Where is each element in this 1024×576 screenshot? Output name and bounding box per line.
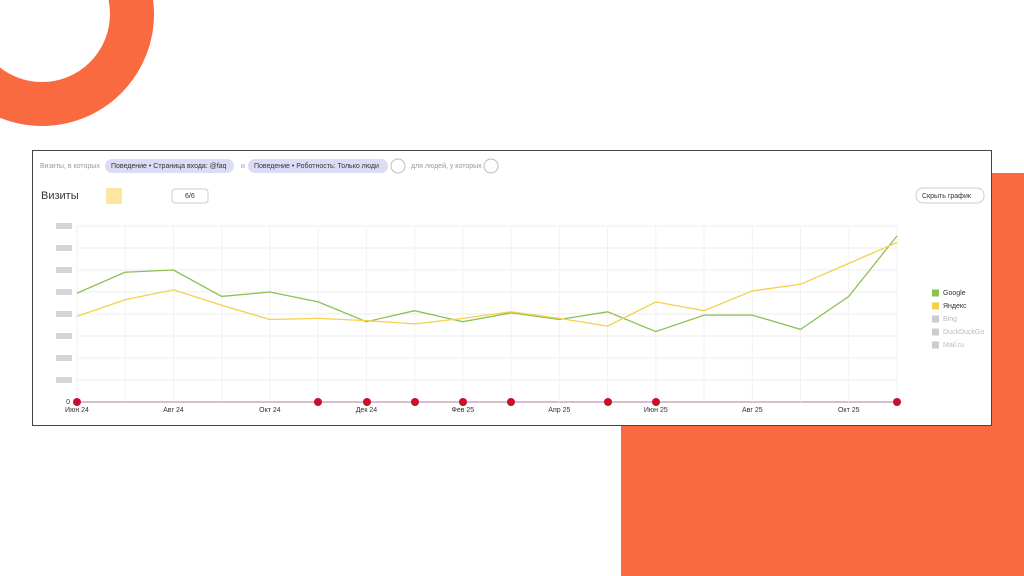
- legend-label-inactive: Mail.ru: [943, 342, 964, 349]
- chart-title: Визиты: [41, 190, 79, 202]
- filter-chip[interactable]: [248, 159, 388, 173]
- blurred-tick: [56, 245, 72, 251]
- hide-chart-button[interactable]: [915, 187, 985, 204]
- hide-chart-label[interactable]: Скрыть график: [922, 193, 972, 200]
- filter-joiner: и: [241, 163, 245, 170]
- decor-ring: [0, 0, 154, 126]
- x-tick-label: Окт 24: [259, 407, 281, 414]
- x-tick-label: Апр 25: [548, 407, 570, 414]
- filter-tail: для людей, у которых: [411, 162, 482, 170]
- counter-button[interactable]: [171, 188, 209, 204]
- event-marker: [411, 398, 419, 406]
- blurred-tick: [56, 311, 72, 317]
- add-filter[interactable]: [483, 158, 499, 174]
- filter-lead: Визиты, в которых: [40, 163, 100, 170]
- legend-label-inactive: Bing: [943, 316, 957, 323]
- blurred-tick: [56, 267, 72, 273]
- legend-label: Google: [943, 290, 966, 297]
- x-tick-label: Фев 25: [452, 407, 475, 414]
- view-toggle[interactable]: [106, 188, 122, 204]
- series-line: [76, 235, 898, 333]
- add-filter[interactable]: [390, 158, 406, 174]
- blurred-tick: [56, 333, 72, 339]
- legend-label: Яндекс: [943, 303, 967, 310]
- legend-swatch-inactive: [932, 315, 939, 323]
- event-marker: [314, 398, 322, 406]
- x-tick-label: Дек 24: [356, 407, 378, 414]
- series-line: [76, 241, 898, 327]
- filter-chip[interactable]: [105, 159, 234, 173]
- counter-label[interactable]: 6/6: [185, 193, 195, 200]
- y-tick-label: 0: [66, 399, 70, 406]
- event-marker: [507, 398, 515, 406]
- x-tick-label: Июн 24: [65, 407, 89, 414]
- event-marker: [652, 398, 660, 406]
- filter-chip-label[interactable]: Поведение • Страница входа: @faq: [111, 163, 227, 170]
- x-tick-label: Авг 24: [163, 407, 184, 414]
- filter-chip-label[interactable]: Поведение • Роботность: Только люди: [254, 162, 379, 170]
- event-marker: [604, 398, 612, 406]
- legend-swatch: [932, 289, 939, 297]
- legend-label-inactive: DuckDuckGo: [943, 329, 984, 336]
- blurred-tick: [56, 223, 72, 229]
- blurred-tick: [56, 355, 72, 361]
- x-tick-label: Авг 25: [742, 407, 763, 414]
- event-marker: [893, 398, 901, 406]
- event-marker: [363, 398, 371, 406]
- blurred-tick: [56, 377, 72, 383]
- legend-swatch-inactive: [932, 341, 939, 349]
- legend-swatch-inactive: [932, 328, 939, 336]
- x-tick-label: Окт 25: [838, 407, 860, 414]
- blurred-tick: [56, 289, 72, 295]
- legend-swatch: [932, 302, 939, 310]
- event-marker: [73, 398, 81, 406]
- event-marker: [459, 398, 467, 406]
- x-tick-label: Июн 25: [644, 407, 668, 414]
